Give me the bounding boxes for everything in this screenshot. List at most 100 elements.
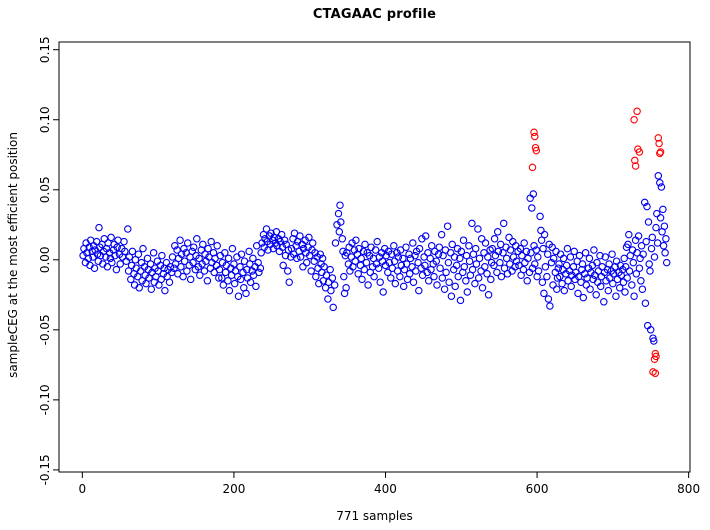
data-point-samples xyxy=(299,263,307,271)
data-point-samples xyxy=(630,292,638,300)
data-point-samples xyxy=(465,242,473,250)
data-point-samples xyxy=(145,274,153,282)
data-point-samples xyxy=(629,258,638,267)
data-point-samples xyxy=(634,232,643,240)
data-point-samples xyxy=(329,303,337,312)
data-point-samples xyxy=(236,263,244,271)
data-point-samples xyxy=(534,267,543,275)
data-point-samples xyxy=(447,292,456,300)
data-point-samples xyxy=(308,239,317,247)
data-point-samples xyxy=(189,258,197,267)
data-point-samples xyxy=(468,219,476,228)
data-point-outliers xyxy=(651,369,660,378)
data-point-samples xyxy=(168,253,177,261)
data-point-samples xyxy=(635,264,644,272)
data-point-samples xyxy=(653,209,661,218)
data-point-samples xyxy=(448,240,456,249)
data-point-samples xyxy=(582,281,591,289)
data-point-samples xyxy=(357,254,365,263)
data-point-samples xyxy=(532,246,541,254)
data-point-samples xyxy=(296,232,304,240)
data-point-samples xyxy=(405,250,413,258)
data-point-samples xyxy=(524,254,532,263)
data-point-samples xyxy=(426,254,434,263)
data-point-samples xyxy=(656,214,665,222)
data-point-samples xyxy=(647,244,656,253)
data-point-samples xyxy=(318,254,327,263)
data-point-samples xyxy=(149,249,158,257)
data-point-samples xyxy=(612,292,620,300)
data-point-samples xyxy=(512,257,521,265)
data-point-samples xyxy=(376,278,384,286)
data-point-samples xyxy=(534,253,542,261)
data-point-samples xyxy=(336,201,344,209)
data-point-samples xyxy=(644,218,653,226)
data-point-samples xyxy=(483,270,491,278)
data-point-outliers xyxy=(530,128,538,137)
data-point-outliers xyxy=(531,143,540,152)
data-point-samples xyxy=(623,274,631,282)
data-point-samples xyxy=(128,247,137,256)
data-point-samples xyxy=(384,268,392,277)
data-point-samples xyxy=(204,244,212,253)
data-point-samples xyxy=(646,326,655,334)
data-point-samples xyxy=(459,236,468,244)
data-point-samples xyxy=(661,249,669,257)
data-point-samples xyxy=(456,296,465,305)
data-point-samples xyxy=(484,291,493,299)
data-point-samples xyxy=(558,279,566,288)
data-point-samples xyxy=(484,253,492,261)
data-point-samples xyxy=(424,277,433,285)
data-point-samples xyxy=(409,239,417,247)
data-point-samples xyxy=(442,268,450,277)
data-point-samples xyxy=(124,225,132,233)
data-point-samples xyxy=(596,282,605,291)
data-point-samples xyxy=(456,254,464,263)
data-point-samples xyxy=(541,263,550,271)
data-point-samples xyxy=(139,244,147,253)
data-point-samples xyxy=(530,242,538,250)
data-point-outliers xyxy=(630,115,638,124)
data-point-samples xyxy=(444,258,453,267)
data-point-samples xyxy=(385,258,394,267)
data-point-samples xyxy=(120,237,128,246)
data-point-samples xyxy=(316,250,325,258)
data-point-samples xyxy=(451,282,459,291)
x-tick-label: 400 xyxy=(374,482,397,496)
data-point-samples xyxy=(283,267,292,275)
data-point-samples xyxy=(143,254,152,263)
data-point-samples xyxy=(625,267,634,275)
data-point-samples xyxy=(656,179,664,187)
data-point-samples xyxy=(436,264,444,272)
data-point-samples xyxy=(434,250,443,258)
data-point-samples xyxy=(342,284,350,292)
data-point-samples xyxy=(437,230,446,239)
data-point-samples xyxy=(136,267,145,275)
data-point-samples xyxy=(108,258,116,267)
data-point-samples xyxy=(227,271,236,279)
data-point-samples xyxy=(338,235,347,243)
data-point-samples xyxy=(605,260,613,268)
data-point-samples xyxy=(493,228,502,236)
data-point-samples xyxy=(555,260,563,268)
data-point-samples xyxy=(586,285,594,293)
data-point-samples xyxy=(560,286,569,295)
data-point-samples xyxy=(161,286,169,295)
data-point-samples xyxy=(133,272,142,281)
data-point-samples xyxy=(505,233,513,242)
data-point-samples xyxy=(372,260,381,268)
data-point-samples xyxy=(593,258,601,267)
data-point-samples xyxy=(228,244,237,253)
data-point-samples xyxy=(307,267,315,275)
data-point-samples xyxy=(230,279,239,288)
data-point-samples xyxy=(242,289,250,298)
data-point-samples xyxy=(246,278,255,286)
data-point-samples xyxy=(559,254,568,263)
y-tick-label: -0.10 xyxy=(38,384,52,415)
data-point-samples xyxy=(475,254,484,263)
data-point-samples xyxy=(528,204,536,212)
data-point-samples xyxy=(281,251,290,260)
data-point-samples xyxy=(499,219,508,228)
data-point-samples xyxy=(645,260,653,268)
data-point-outliers xyxy=(631,162,640,170)
